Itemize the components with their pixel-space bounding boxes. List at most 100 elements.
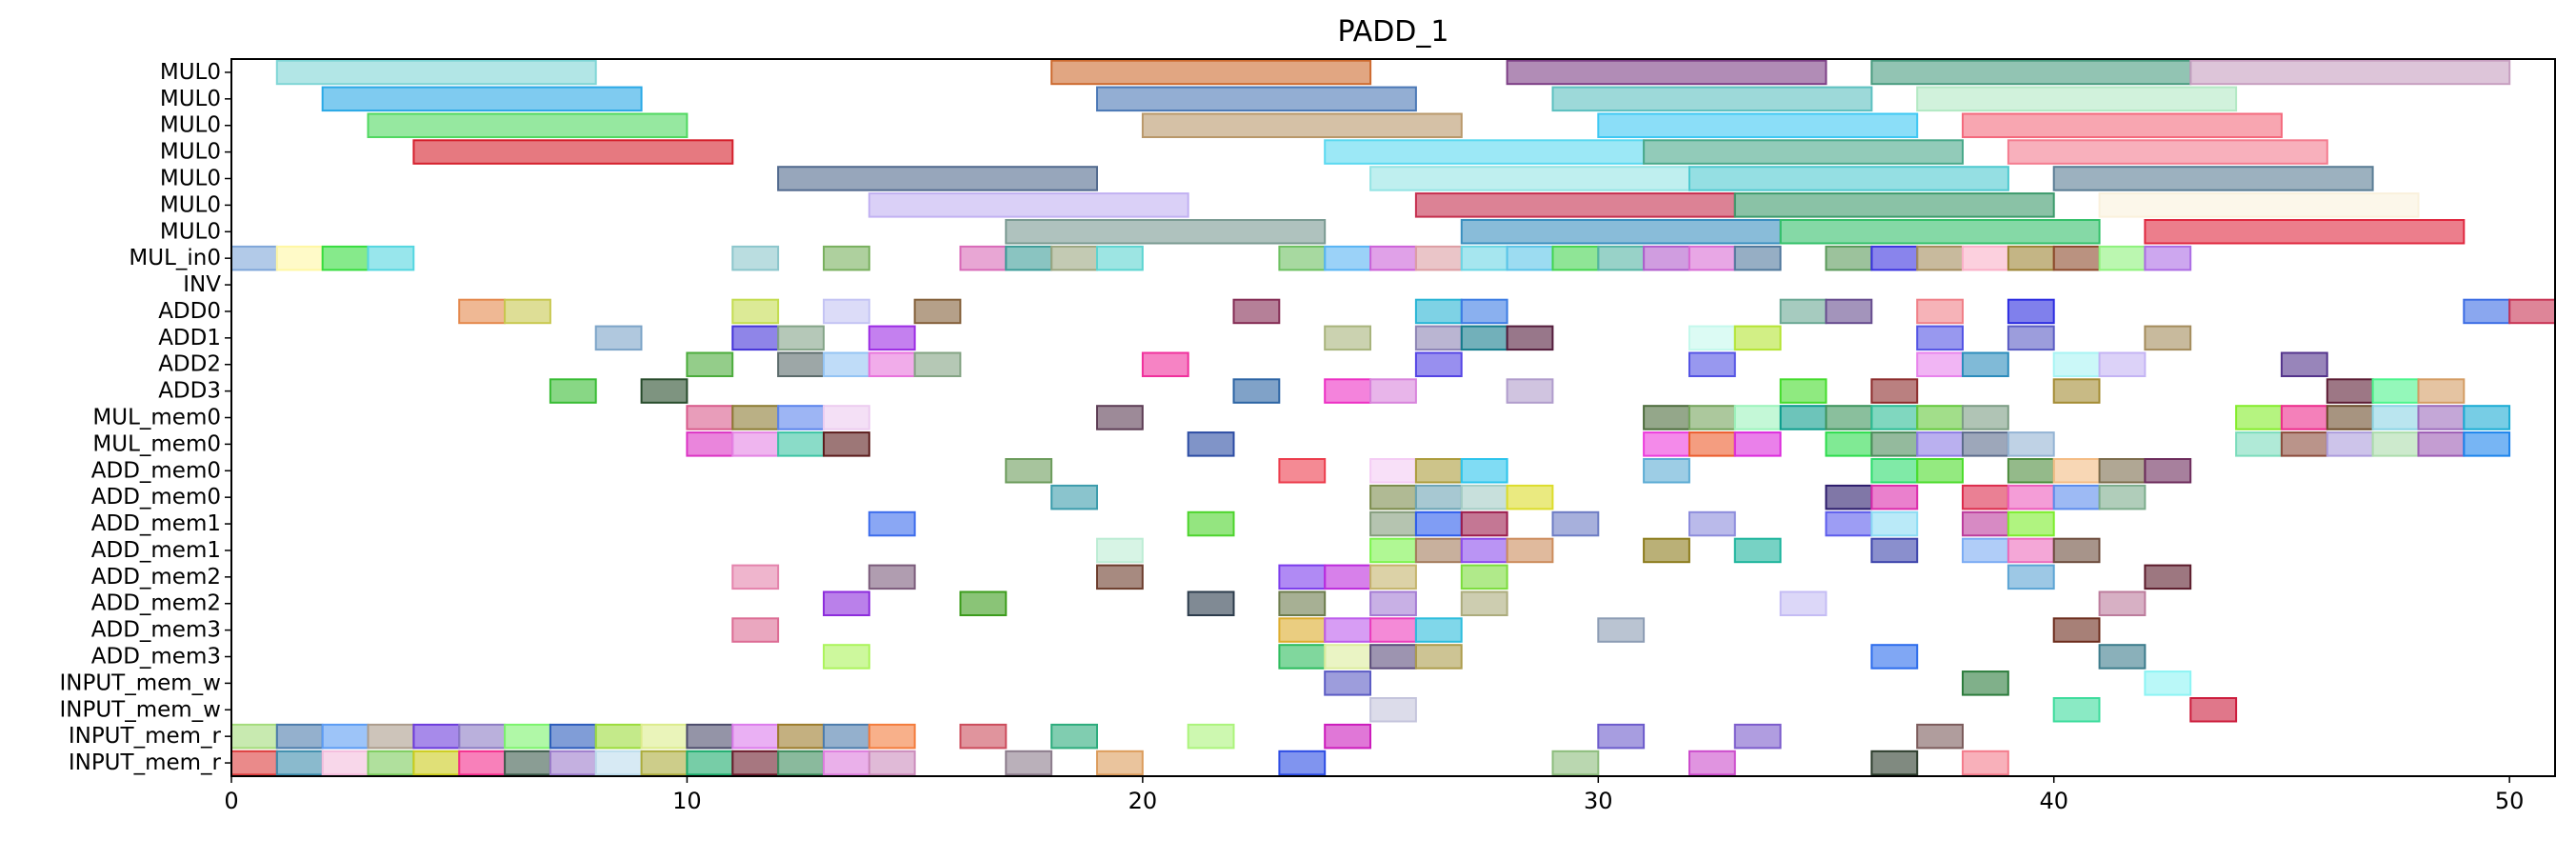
y-tick-label: ADD1 [158,326,221,350]
task-bar [1916,298,1964,325]
task-bar [2144,219,2466,245]
task-bar [1733,192,2055,218]
y-tick-label: INV [183,272,221,297]
task-bar [1688,351,1736,377]
task-bar [1551,245,1600,271]
task-bar [868,723,916,750]
task-bar [2098,484,2147,510]
task-bar [1232,378,1281,404]
y-tick-label: MUL0 [160,167,221,191]
task-bar [1643,431,1690,457]
task-bar [367,245,415,271]
task-bar [686,351,734,377]
task-bar [1096,86,1417,112]
task-bar [1597,617,1646,643]
task-bar [1733,245,1782,271]
task-bar [2417,405,2466,430]
task-bar [2326,431,2374,457]
task-bar [2144,670,2192,696]
task-bar [1460,590,1508,616]
task-bar [731,325,780,351]
task-bar [1551,86,1873,112]
task-bar [2007,431,2055,457]
task-bar [2326,378,2374,404]
y-tick-label: ADD3 [158,379,221,404]
task-bar [686,750,734,776]
task-bar [1733,325,1782,351]
task-bar [2326,405,2374,430]
task-bar [2463,298,2511,325]
task-bar [1369,458,1417,484]
task-bar [1506,245,1554,271]
task-bar [2280,351,2328,377]
task-bar [2052,697,2101,723]
x-tick-label: 40 [2039,788,2068,814]
y-tick-label: MUL0 [160,219,221,244]
task-bar [2007,537,2055,564]
task-bar [2189,697,2238,723]
task-bar [1506,484,1554,510]
task-bar [1688,245,1736,271]
task-bar [1460,484,1508,510]
task-bar [2371,405,2420,430]
task-bar [2463,431,2511,457]
task-bar [823,590,870,616]
task-bar [1050,59,1372,86]
task-bar [458,750,507,776]
task-bar [1414,484,1463,510]
task-bar [1278,590,1327,616]
task-bar [549,378,597,404]
task-bar [2144,458,2192,484]
task-bar [1779,378,1827,404]
task-bar [1916,245,1964,271]
task-bar [686,431,734,457]
task-bar [230,723,278,750]
task-bar [2007,139,2328,165]
y-tick-label: ADD2 [158,352,221,377]
task-bar [2098,458,2147,484]
task-bar [1688,405,1736,430]
task-bar [1232,298,1281,325]
task-bar [1050,484,1098,510]
task-bar [1278,458,1327,484]
task-bar [731,245,780,271]
chart-title: PADD_1 [1338,15,1449,49]
task-bar [1962,510,2009,537]
task-bar [1005,458,1053,484]
task-bar [868,510,916,537]
task-bar [777,325,825,351]
task-bar [2052,351,2101,377]
task-bar [1870,537,1919,564]
task-bar [1551,510,1600,537]
task-bar [1278,644,1327,670]
task-bar [731,405,780,430]
task-bar [321,245,369,271]
task-bar [275,750,324,776]
y-tick-label: ADD_mem3 [91,618,221,643]
task-bar [1460,537,1508,564]
y-tick-label: MUL0 [160,113,221,138]
y-tick-label: ADD_mem0 [91,458,221,483]
task-bar [1050,723,1098,750]
task-bar [1688,325,1736,351]
task-bar [1643,245,1690,271]
task-bar [2052,484,2101,510]
task-bar [1460,245,1508,271]
task-bar [1414,245,1463,271]
task-bar [2007,458,2055,484]
task-bar [1643,458,1690,484]
task-bar [777,405,825,430]
task-bar [1187,510,1235,537]
task-bar [823,245,870,271]
task-bar [1870,378,1919,404]
x-tick-label: 10 [672,788,702,814]
task-bar [913,298,962,325]
task-bar [412,139,734,165]
task-bar [1187,431,1235,457]
task-bar [823,351,870,377]
task-bar [1779,405,1827,430]
y-tick-label: ADD_mem0 [91,485,221,510]
task-bar [1369,564,1417,590]
task-bar [1187,723,1235,750]
x-tick-label: 50 [2495,788,2525,814]
